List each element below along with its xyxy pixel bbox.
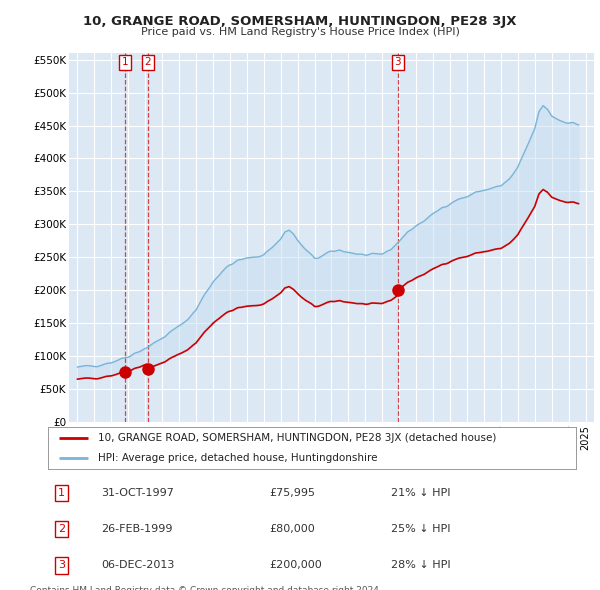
Text: 10, GRANGE ROAD, SOMERSHAM, HUNTINGDON, PE28 3JX (detached house): 10, GRANGE ROAD, SOMERSHAM, HUNTINGDON, … [98,433,497,443]
Text: £200,000: £200,000 [270,560,323,571]
Text: £75,995: £75,995 [270,488,316,498]
Text: 3: 3 [395,57,401,67]
Text: 25% ↓ HPI: 25% ↓ HPI [391,525,451,534]
Text: 1: 1 [122,57,129,67]
Text: 10, GRANGE ROAD, SOMERSHAM, HUNTINGDON, PE28 3JX: 10, GRANGE ROAD, SOMERSHAM, HUNTINGDON, … [83,15,517,28]
Text: 31-OCT-1997: 31-OCT-1997 [101,488,173,498]
Text: 2: 2 [58,525,65,534]
Text: 1: 1 [58,488,65,498]
Text: 2: 2 [145,57,151,67]
Text: 26-FEB-1999: 26-FEB-1999 [101,525,172,534]
Text: 3: 3 [58,560,65,571]
Text: 28% ↓ HPI: 28% ↓ HPI [391,560,451,571]
Text: 21% ↓ HPI: 21% ↓ HPI [391,488,451,498]
Text: £80,000: £80,000 [270,525,316,534]
Text: HPI: Average price, detached house, Huntingdonshire: HPI: Average price, detached house, Hunt… [98,453,377,463]
Text: Contains HM Land Registry data © Crown copyright and database right 2024.
This d: Contains HM Land Registry data © Crown c… [30,586,382,590]
Text: Price paid vs. HM Land Registry's House Price Index (HPI): Price paid vs. HM Land Registry's House … [140,27,460,37]
Text: 06-DEC-2013: 06-DEC-2013 [101,560,174,571]
